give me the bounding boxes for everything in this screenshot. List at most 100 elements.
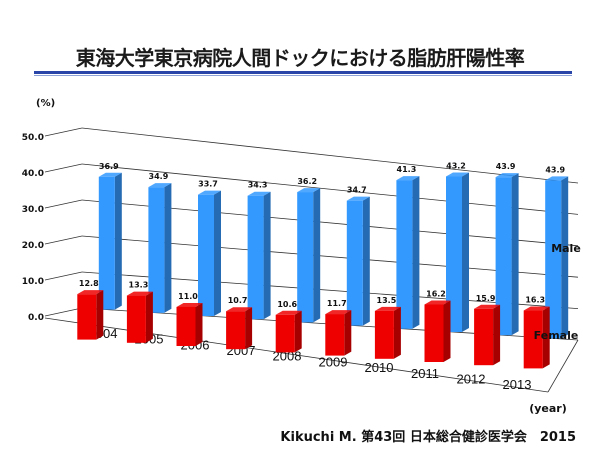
bar-side-male <box>362 196 370 326</box>
bar-female <box>226 311 246 350</box>
bar-top-female <box>77 290 104 295</box>
bar-female <box>474 308 494 366</box>
bar-top-male <box>198 190 221 195</box>
y-tick-label: 30.0 <box>22 205 44 215</box>
bar-top-female <box>325 310 352 315</box>
bar-side-female <box>294 310 302 353</box>
data-label-male: 43.9 <box>545 165 565 174</box>
data-label-female: 11.0 <box>178 292 198 301</box>
bar-side-male <box>462 172 469 332</box>
bar-male <box>297 192 314 323</box>
data-label-male: 43.2 <box>446 161 466 170</box>
data-label-male: 34.9 <box>149 172 169 181</box>
bar-side-female <box>344 310 352 356</box>
gridline-side <box>44 235 83 245</box>
bar-top-female <box>474 304 501 309</box>
data-label-male: 34.7 <box>347 186 367 195</box>
bar-female <box>126 295 146 343</box>
floor-right-edge <box>547 339 579 393</box>
title-underline <box>34 71 572 74</box>
bar-side-male <box>313 188 321 323</box>
x-tick-label: 2010 <box>365 360 394 375</box>
gridline-side <box>44 307 83 317</box>
bar-male <box>198 194 214 316</box>
data-label-male: 33.7 <box>198 180 218 189</box>
y-tick-label: 50.0 <box>22 133 44 143</box>
gridline <box>81 127 579 184</box>
bar-side-female <box>245 307 253 350</box>
gridline-side <box>44 199 83 209</box>
bar-side-female <box>493 304 501 366</box>
bar-side-male <box>263 191 271 320</box>
bar-top-male <box>495 173 519 178</box>
bar-side-male <box>412 176 420 329</box>
data-label-male: 36.2 <box>297 177 317 186</box>
bar-female <box>325 314 345 356</box>
x-axis-label: (year) <box>529 402 567 415</box>
bar-female <box>523 310 543 369</box>
bar-male <box>346 200 363 326</box>
bar-female <box>275 314 295 353</box>
label-layer: 36.9 34.9 33.7 34.3 36.2 34.7 41.3 43.2 43.9 43.9… <box>79 161 581 342</box>
y-axis-label: (%) <box>36 98 55 109</box>
data-label-female: 13.5 <box>377 296 397 305</box>
bar-side-male <box>561 176 569 339</box>
bar-side-male <box>164 183 172 313</box>
bar-top-male <box>148 183 172 188</box>
bar-side-male <box>114 172 122 310</box>
x-tick-label: 2012 <box>457 371 486 386</box>
y-tick-label: 20.0 <box>22 241 44 251</box>
data-label-male: 43.9 <box>496 162 516 171</box>
bar-female <box>424 304 444 362</box>
series-label-female: Female <box>534 329 579 342</box>
bar-layer <box>77 172 569 369</box>
data-label-female: 11.7 <box>327 299 347 308</box>
bar-male <box>446 176 462 332</box>
data-label-female: 10.6 <box>277 300 297 309</box>
gridline-side <box>44 163 83 173</box>
title-underline-thin <box>34 75 572 76</box>
data-label-female: 16.2 <box>426 289 446 298</box>
bar-female <box>176 306 196 346</box>
bar-male <box>495 177 512 336</box>
data-label-male: 41.3 <box>397 165 417 174</box>
bar-male <box>247 195 264 320</box>
gridline-side <box>44 127 83 137</box>
gridline-side <box>44 271 83 281</box>
x-tick-label: 2011 <box>411 366 439 381</box>
data-label-female: 12.8 <box>79 279 99 288</box>
bar-top-female <box>126 291 153 296</box>
bar-top-female <box>226 307 253 312</box>
bar-top-female <box>424 300 451 305</box>
bar-top-female <box>176 302 203 307</box>
bar-side-female <box>145 291 153 343</box>
data-label-female: 15.9 <box>476 294 496 303</box>
bar-top-female <box>523 306 550 311</box>
bar-top-male <box>346 196 370 201</box>
bar-top-female <box>275 310 302 315</box>
bar-male <box>98 176 115 310</box>
bar-side-male <box>511 173 519 336</box>
y-tick-label: 40.0 <box>22 169 44 179</box>
bar-top-female <box>374 306 401 311</box>
bar-top-male <box>98 172 122 177</box>
bar-side-female <box>195 302 203 346</box>
y-tick-label: 0.0 <box>28 313 44 323</box>
series-label-male: Male <box>551 242 581 255</box>
bar-top-male <box>247 191 271 196</box>
bar-male <box>396 180 413 329</box>
bar-top-male <box>297 188 321 193</box>
bar-top-male <box>545 176 569 181</box>
data-label-female: 10.7 <box>228 296 248 305</box>
bar-male <box>148 187 165 313</box>
bar-side-male <box>214 190 221 316</box>
bar-male <box>545 180 562 339</box>
bar-side-female <box>96 290 104 340</box>
x-tick-label: 2013 <box>503 377 532 392</box>
slide-title: 東海大学東京病院人間ドックにおける脂肪肝陽性率 <box>75 46 525 70</box>
bar-top-male <box>446 172 469 177</box>
bar-side-female <box>443 300 451 362</box>
bar-female <box>77 294 97 340</box>
bar-female <box>374 310 394 359</box>
